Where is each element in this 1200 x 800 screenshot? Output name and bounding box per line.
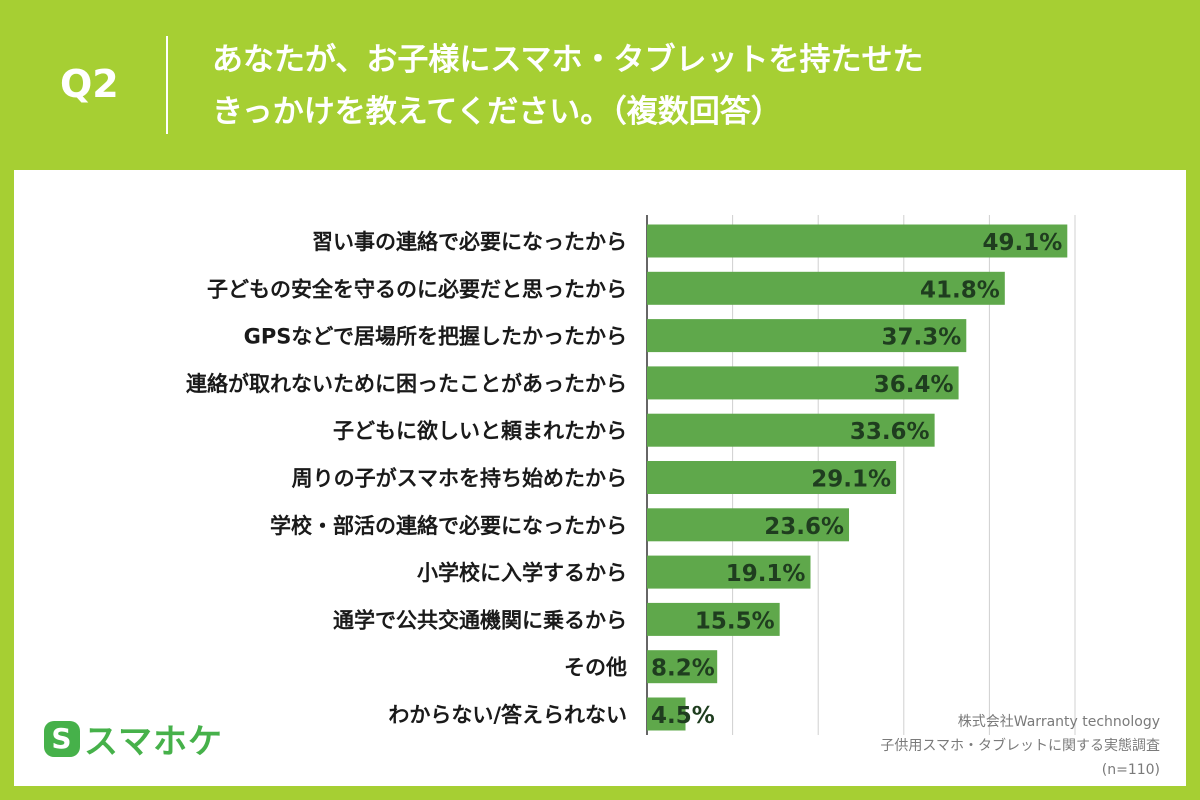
category-label-6: 周りの子がスマホを持ち始めたから <box>292 467 627 491</box>
source-note: 株式会社Warranty technology 子供用スマホ・タブレットに関する… <box>880 710 1160 782</box>
category-label-10: その他 <box>564 656 627 680</box>
category-label-5: 子どもに欲しいと頼まれたから <box>333 419 627 443</box>
source-sample-size: (n=110) <box>1101 762 1160 778</box>
bar-3 <box>647 319 967 353</box>
category-label-1: 習い事の連絡で必要になったから <box>312 230 627 254</box>
brand-s-icon: S <box>44 720 80 757</box>
bar-11 <box>647 697 686 731</box>
category-label-7: 学校・部活の連絡で必要になったから <box>270 514 627 538</box>
value-label-3: 37.3% <box>881 325 961 351</box>
value-label-1: 49.1% <box>982 230 1062 256</box>
category-label-9: 通学で公共交通機関に乗るから <box>333 608 627 632</box>
header: Q2 あなたが、お子様にスマホ・タブレットを持たせた きっかけを教えてください。… <box>0 0 1200 170</box>
value-label-9: 15.5% <box>695 608 775 634</box>
category-label-8: 小学校に入学するから <box>417 561 627 585</box>
category-label-4: 連絡が取れないために困ったことがあったから <box>186 372 627 396</box>
brand-logo: S スマホケ <box>44 714 223 763</box>
bar-4 <box>647 366 959 400</box>
value-label-2: 41.8% <box>920 277 1000 303</box>
bar-5 <box>647 413 935 447</box>
value-label-6: 29.1% <box>811 467 891 493</box>
question-line-2: きっかけを教えてください。（複数回答） <box>212 94 782 130</box>
brand-name: スマホケ <box>84 722 223 762</box>
bar-9 <box>647 602 780 636</box>
question-line-1: あなたが、お子様にスマホ・タブレットを持たせた <box>212 42 924 78</box>
bar-7 <box>647 508 850 542</box>
header-divider <box>166 36 168 134</box>
value-label-5: 33.6% <box>850 419 930 445</box>
source-company: 株式会社Warranty technology <box>957 714 1160 730</box>
bar-8 <box>647 555 811 589</box>
question-text: あなたが、お子様にスマホ・タブレットを持たせた きっかけを教えてください。（複数… <box>212 34 1172 138</box>
bar-2 <box>647 271 1005 305</box>
bar-10 <box>647 650 718 684</box>
source-survey: 子供用スマホ・タブレットに関する実態調査 <box>880 738 1160 754</box>
category-label-2: 子どもの安全を守るのに必要だと思ったから <box>207 277 627 301</box>
bar-1 <box>647 224 1068 258</box>
category-label-11: わからない/答えられない <box>388 703 627 727</box>
category-label-3: GPSなどで居場所を把握したかったから <box>244 325 627 349</box>
value-label-4: 36.4% <box>874 372 954 398</box>
value-label-11: 4.5% <box>651 703 715 729</box>
question-number: Q2 <box>60 62 119 106</box>
value-label-10: 8.2% <box>651 656 715 682</box>
value-label-8: 19.1% <box>726 561 806 587</box>
bar-6 <box>647 461 897 494</box>
value-label-7: 23.6% <box>764 514 844 540</box>
